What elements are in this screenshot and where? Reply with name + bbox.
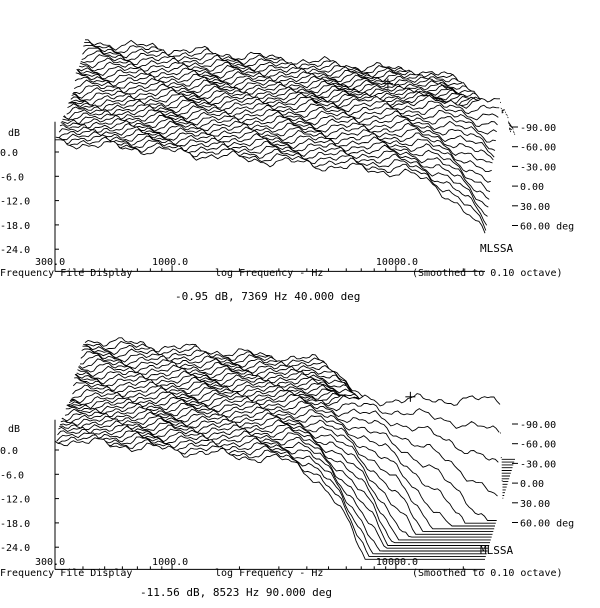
series-line [55,139,486,234]
y-tick-label: -6.0 [0,172,24,183]
angle-tick-label: 30.00 [520,202,550,213]
angle-tick-label: -90.00 [520,420,556,431]
series-line [66,403,497,521]
brand-label: MLSSA [480,242,513,255]
footer-right: (Smoothed to 0.10 octave) [412,268,563,279]
axes [54,78,518,272]
series-line [64,110,496,151]
series-line [57,429,488,552]
trace-fill [55,139,485,262]
trace-fill [55,437,485,560]
series-line [64,411,495,530]
series-line [59,424,490,546]
series-line [62,412,494,533]
x-axis-label: log Frequency - Hz [215,268,323,279]
footer-left: Frequency File Display [0,268,132,279]
footer-right: (Smoothed to 0.10 octave) [412,568,563,579]
y-tick-label: -18.0 [0,519,30,530]
trace-group [54,337,515,560]
x-tick-label: 300.0 [35,557,65,568]
waterfall-chart-top: 0.0 -6.0 -12.0 -18.0 -24.0 300.0 1000.0 10000.0… [0,39,574,303]
y-axis-label: dB [8,424,20,435]
y-tick-label: -18.0 [0,221,30,232]
series-line [58,426,489,549]
series-line [60,122,491,183]
y-tick-label: 0.0 [0,446,18,457]
axes [54,391,518,570]
x-tick-label: 10000.0 [376,557,418,568]
series-line [55,434,486,558]
trace-group [55,39,516,262]
series-line [57,130,488,217]
waterfall-chart-bottom: 0.0 -6.0 -12.0 -18.0 -24.0 300.0 1000.0 10000.0… [0,337,574,599]
y-tick-label: -12.0 [0,197,30,208]
series-line [67,103,498,127]
series-line [61,418,492,538]
x-tick-label: 1000.0 [152,257,188,268]
angle-tick-label: -90.00 [520,123,556,134]
series-line [65,406,496,524]
angle-tick-label: -30.00 [520,459,556,470]
y-tick-label: 0.0 [0,148,18,159]
brand-label: MLSSA [480,544,513,557]
series-line [54,437,485,560]
series-line [56,432,487,555]
series-line [58,126,490,200]
series-line [62,415,493,535]
series-line [57,129,489,208]
series-line [55,136,487,231]
y-tick-label: -24.0 [0,245,30,256]
series-line [65,109,496,143]
series-line [84,42,515,133]
y-tick-label: -24.0 [0,543,30,554]
angle-tick-label: -60.00 [520,143,556,154]
series-line [69,392,501,407]
series-line [59,124,491,193]
angle-tick-label: -30.00 [520,162,556,173]
series-line [76,68,507,115]
y-axis-label: dB [8,128,20,139]
angle-tick-label: 0.00 [520,182,544,193]
tick-labels: 0.0 -6.0 -12.0 -18.0 -24.0 300.0 1000.0 10000.0… [0,420,574,568]
series-line [68,99,499,121]
tick-labels: 0.0 -6.0 -12.0 -18.0 -24.0 300.0 1000.0 10000.0… [0,123,574,268]
angle-tick-label: 0.00 [520,479,544,490]
angle-tick-label: 60.00 deg [520,222,574,233]
footer-left: Frequency File Display [0,568,132,579]
series-line [85,39,516,135]
x-tick-label: 300.0 [35,257,65,268]
angle-tick-label: 60.00 deg [520,519,574,530]
y-tick-label: -12.0 [0,495,30,506]
cursor-readout: -11.56 dB, 8523 Hz 90.000 deg [140,586,332,599]
cursor-readout: -0.95 dB, 7369 Hz 40.000 deg [175,290,360,303]
series-line [63,114,494,161]
x-tick-label: 10000.0 [376,257,418,268]
series-line [63,113,495,158]
angle-tick-label: -60.00 [520,440,556,451]
series-line [56,134,488,226]
y-tick-label: -6.0 [0,470,24,481]
x-axis-label: log Frequency - Hz [215,568,323,579]
x-tick-label: 1000.0 [152,557,188,568]
angle-tick-label: 30.00 [520,499,550,510]
